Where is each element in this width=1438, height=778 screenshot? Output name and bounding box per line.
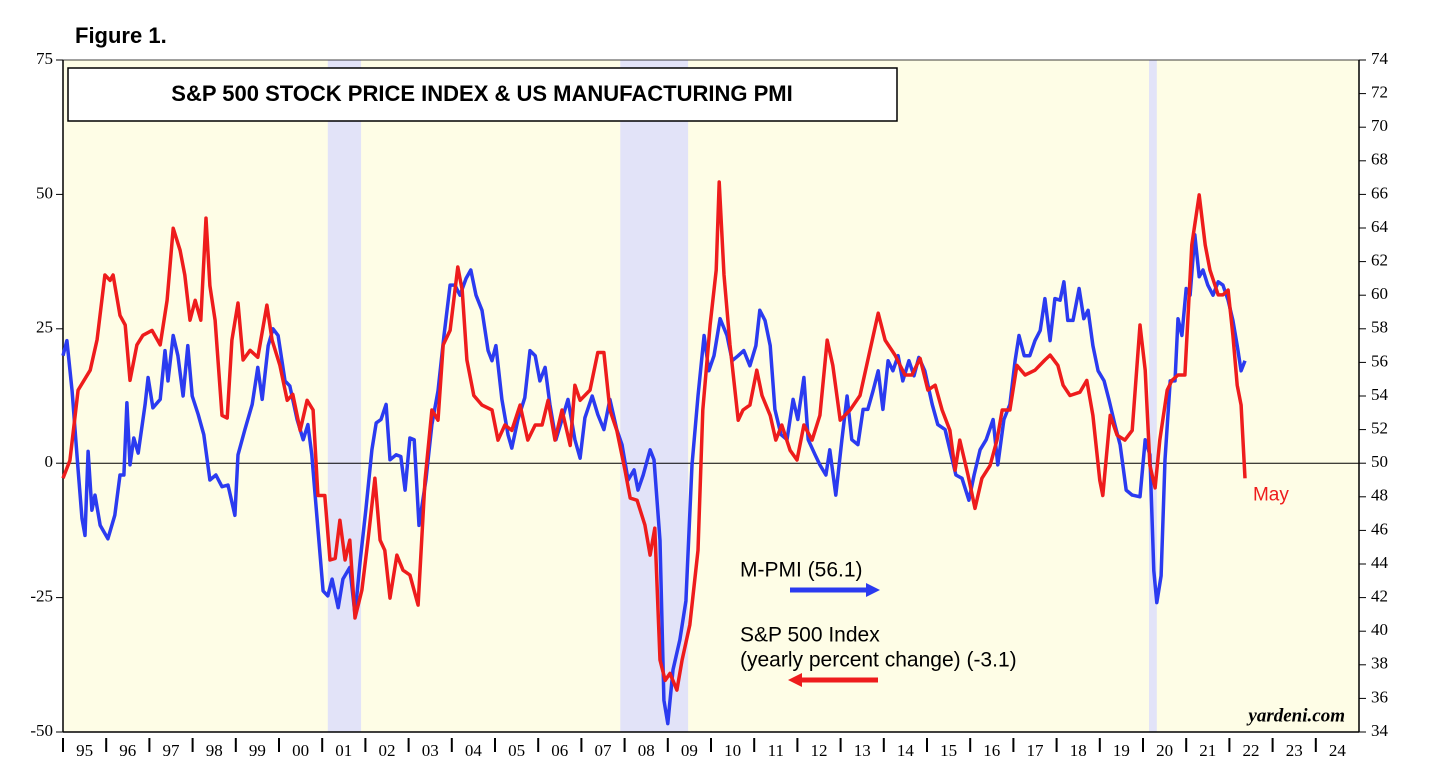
x-tick-label: 05 (508, 741, 525, 760)
y2-tick-label: 50 (1371, 452, 1388, 471)
series-line (61, 232, 1247, 726)
x-tick-label: 13 (854, 741, 871, 760)
y2-tick-label: 74 (1371, 49, 1389, 68)
figure-label: Figure 1. (75, 23, 167, 48)
x-tick-label: 96 (119, 741, 136, 760)
y2-tick-label: 38 (1371, 654, 1388, 673)
y2-tick-label: 48 (1371, 486, 1388, 505)
y2-tick-label: 64 (1371, 217, 1389, 236)
x-tick-label: 10 (724, 741, 741, 760)
x-tick-label: 16 (983, 741, 1000, 760)
plot-layer: -50 -25 0 25 50 75 34 36 38 40 42 44 46 48 50 52 54 56 58 6… (30, 49, 1388, 760)
y-tick-label: 75 (36, 49, 53, 68)
y2-tick-label: 70 (1371, 116, 1388, 135)
end-label: May (1253, 484, 1289, 505)
y2-tick-label: 66 (1371, 183, 1388, 202)
x-tick-label: 17 (1027, 741, 1045, 760)
y2-tick-label: 54 (1371, 385, 1389, 404)
y2-tick-label: 44 (1371, 553, 1389, 572)
x-tick-label: 14 (897, 741, 915, 760)
y2-tick-label: 62 (1371, 251, 1388, 270)
recession-band (327, 60, 362, 732)
x-tick-label: 20 (1156, 741, 1173, 760)
x-tick-label: 01 (335, 741, 352, 760)
x-tick-label: 24 (1329, 741, 1347, 760)
y2-tick-label: 60 (1371, 284, 1388, 303)
x-tick-label: 03 (422, 741, 439, 760)
x-tick-label: 97 (163, 741, 181, 760)
chart-title: S&P 500 STOCK PRICE INDEX & US MANUFACTU… (171, 81, 792, 106)
y2-tick-label: 34 (1371, 721, 1389, 740)
legend-note: (yearly percent change) (-3.1) (740, 649, 1017, 672)
x-tick-label: 21 (1199, 741, 1216, 760)
y-tick-label: 0 (45, 452, 54, 471)
x-tick-label: 98 (206, 741, 223, 760)
x-tick-label: 04 (465, 741, 483, 760)
x-tick-label: 95 (76, 741, 93, 760)
x-tick-label: 22 (1243, 741, 1260, 760)
y2-tick-label: 58 (1371, 318, 1388, 337)
x-tick-label: 19 (1113, 741, 1130, 760)
x-tick-label: 11 (768, 741, 784, 760)
y2-tick-label: 42 (1371, 587, 1388, 606)
recession-band (1149, 60, 1157, 732)
x-tick-label: 07 (595, 741, 613, 760)
y2-tick-label: 46 (1371, 519, 1388, 538)
x-tick-label: 18 (1070, 741, 1087, 760)
y2-tick-label: 68 (1371, 150, 1388, 169)
y-tick-label: -25 (30, 587, 53, 606)
y2-tick-label: 56 (1371, 351, 1388, 370)
legend-label: S&P 500 Index (740, 624, 880, 647)
x-tick-label: 08 (638, 741, 655, 760)
x-tick-label: 02 (379, 741, 396, 760)
title-box (67, 67, 898, 122)
x-tick-label: 99 (249, 741, 266, 760)
y-tick-label: 50 (36, 183, 53, 202)
x-tick-label: 06 (551, 741, 568, 760)
series-line (61, 180, 1247, 692)
legend-arrow-head (866, 583, 880, 597)
plot-background (63, 60, 1359, 732)
x-tick-label: 23 (1286, 741, 1303, 760)
x-tick-label: 12 (811, 741, 828, 760)
y2-tick-label: 36 (1371, 687, 1388, 706)
y2-tick-label: 72 (1371, 83, 1388, 102)
x-tick-label: 15 (940, 741, 957, 760)
source-label: yardeni.com (1246, 705, 1345, 726)
x-tick-label: 00 (292, 741, 309, 760)
y-tick-label: 25 (36, 318, 53, 337)
y2-tick-label: 40 (1371, 620, 1388, 639)
recession-band (620, 60, 689, 732)
y2-tick-label: 52 (1371, 419, 1388, 438)
legend-arrow-head (788, 673, 802, 687)
legend-label: M-PMI (56.1) (740, 559, 863, 582)
y-tick-label: -50 (30, 721, 53, 740)
x-tick-label: 09 (681, 741, 698, 760)
